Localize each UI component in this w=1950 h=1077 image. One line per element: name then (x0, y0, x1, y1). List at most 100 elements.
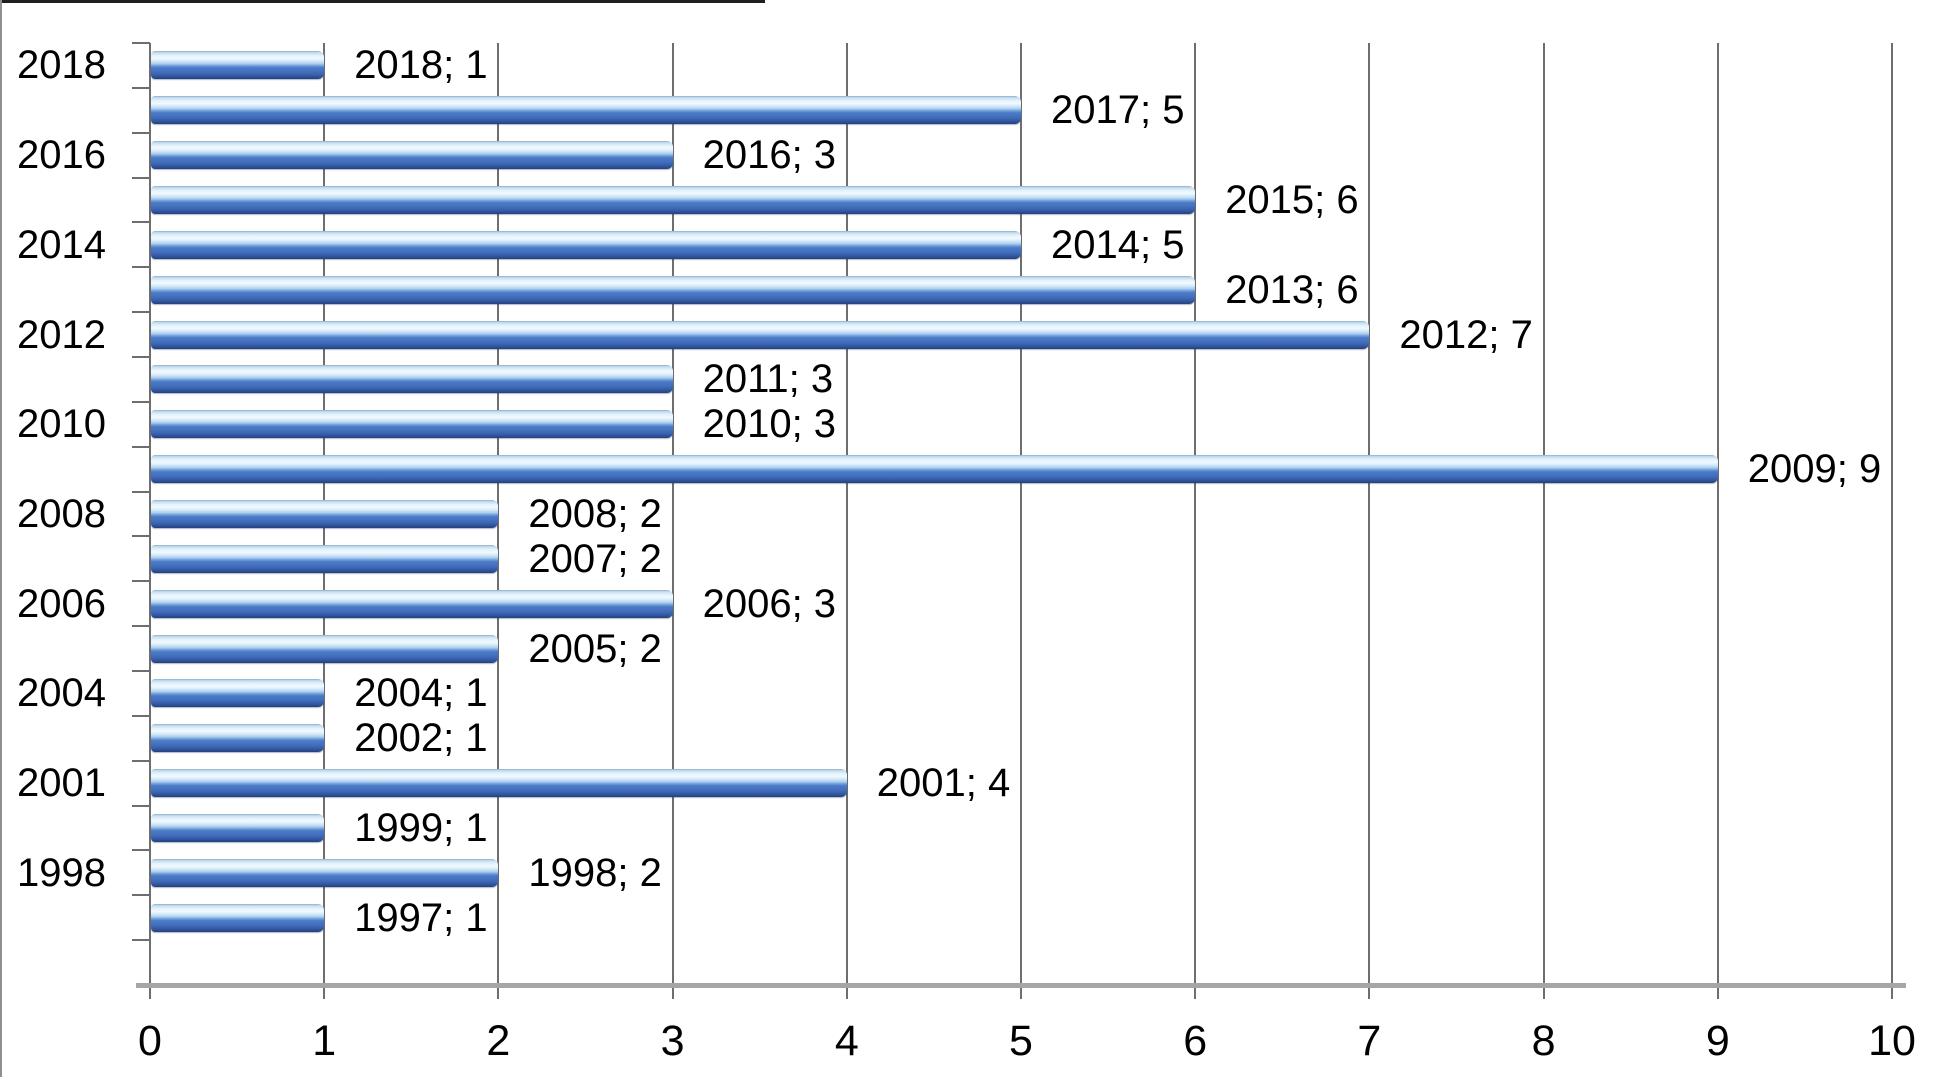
y-axis-tick (132, 939, 150, 942)
bar-data-label-2012: 2012; 7 (1399, 312, 1533, 357)
x-axis-tick-label: 10 (1868, 1017, 1916, 1065)
y-axis-tick (132, 714, 150, 717)
y-axis-tick (132, 400, 150, 403)
y-axis-tick (132, 42, 150, 44)
bar-data-label-2016: 2016; 3 (702, 133, 837, 178)
gridline (1368, 43, 1371, 985)
bar-2005 (151, 634, 499, 663)
y-axis-tick-label: 2018 (17, 43, 106, 88)
y-axis-line (149, 43, 151, 985)
bar-1997 (151, 903, 325, 932)
y-axis-tick (132, 849, 150, 852)
y-axis-tick (132, 759, 150, 762)
gridline (1891, 43, 1893, 985)
y-axis-tick (132, 86, 150, 89)
x-axis-tick-label: 5 (1009, 1017, 1033, 1065)
x-axis-tick (1891, 985, 1893, 999)
bar-2011 (151, 365, 673, 394)
bar-data-label-2006: 2006; 3 (702, 581, 837, 626)
gridline (1020, 43, 1022, 985)
bar-2013 (151, 275, 1196, 304)
y-axis-tick-label: 2014 (17, 222, 106, 267)
x-axis-tick (1542, 985, 1545, 999)
bar-data-label-2002: 2002; 1 (354, 716, 488, 761)
bar-2008 (151, 500, 499, 528)
x-axis-tick (845, 985, 848, 999)
y-axis-tick (132, 311, 150, 314)
y-axis-tick-label: 2008 (17, 492, 106, 536)
bar-data-label-1998: 1998; 2 (528, 850, 662, 895)
x-axis-tick (1020, 985, 1022, 999)
x-axis-tick-label: 1 (312, 1017, 337, 1065)
y-axis-tick (132, 266, 150, 269)
bar-2017 (151, 96, 1021, 125)
bar-1999 (151, 814, 325, 842)
bar-data-label-2005: 2005; 2 (528, 626, 662, 671)
image-border-left-artifact (0, 0, 2, 1077)
bar-data-label-1999: 1999; 1 (354, 806, 488, 850)
gridline (1716, 43, 1719, 985)
bar-data-label-2018: 2018; 1 (354, 43, 488, 88)
bar-data-label-2017: 2017; 5 (1051, 88, 1185, 133)
x-axis-tick (671, 985, 674, 999)
bar-2007 (151, 544, 499, 573)
x-axis-tick (149, 985, 151, 999)
y-axis-tick (132, 490, 150, 493)
image-border-top-artifact (0, 0, 765, 3)
x-axis-tick-label: 3 (660, 1017, 685, 1065)
bar-data-label-2008: 2008; 2 (528, 492, 662, 536)
x-axis-tick (1194, 985, 1197, 999)
bar-2004 (151, 679, 325, 708)
y-axis-tick (132, 176, 150, 179)
bar-2010 (151, 410, 673, 439)
bar-2012 (151, 320, 1370, 349)
bar-2018 (151, 51, 325, 80)
y-axis-tick (132, 221, 150, 224)
bar-data-label-2007: 2007; 2 (528, 536, 662, 581)
bar-2009 (151, 455, 1718, 484)
x-axis-tick-label: 9 (1705, 1017, 1730, 1065)
bar-2001 (151, 769, 847, 798)
bar-data-label-2001: 2001; 4 (876, 761, 1011, 806)
y-axis-tick (132, 625, 150, 628)
bar-1998 (151, 858, 499, 887)
x-axis-tick (497, 985, 500, 999)
bar-data-label-2015: 2015; 6 (1225, 178, 1359, 222)
y-axis-tick-label: 2004 (17, 671, 106, 716)
x-axis-tick (1368, 985, 1371, 999)
gridline (671, 43, 674, 985)
y-axis-tick (132, 356, 150, 358)
x-axis-tick-label: 0 (138, 1017, 162, 1065)
bar-2015 (151, 186, 1196, 214)
bar-2016 (151, 141, 673, 170)
y-axis-tick-label: 1998 (17, 850, 106, 895)
x-axis-tick-label: 7 (1357, 1017, 1382, 1065)
bar-2002 (151, 724, 325, 753)
y-axis-tick-label: 2010 (17, 402, 106, 447)
x-axis-tick (1716, 985, 1719, 999)
bar-data-label-1997: 1997; 1 (354, 895, 488, 940)
y-axis-tick-label: 2001 (17, 761, 106, 806)
y-axis-tick (132, 131, 150, 134)
x-axis-tick-label: 4 (834, 1017, 859, 1065)
x-axis-tick-label: 6 (1183, 1017, 1208, 1065)
bar-2006 (151, 589, 673, 618)
gridline (845, 43, 848, 985)
x-axis-line (136, 983, 1906, 988)
bar-data-label-2011: 2011; 3 (702, 357, 834, 402)
y-axis-tick (132, 580, 150, 583)
bar-data-label-2014: 2014; 5 (1051, 222, 1185, 267)
y-axis-tick-label: 2012 (17, 312, 106, 357)
y-axis-tick (132, 535, 150, 538)
bar-data-label-2004: 2004; 1 (354, 671, 488, 716)
y-axis-tick (132, 445, 150, 448)
y-axis-tick-label: 2016 (17, 133, 106, 178)
y-axis-tick (132, 804, 150, 807)
y-axis-tick (132, 894, 150, 897)
gridline (1194, 43, 1197, 985)
bar-2014 (151, 230, 1021, 259)
y-axis-tick (132, 670, 150, 672)
bar-data-label-2009: 2009; 9 (1747, 447, 1882, 492)
